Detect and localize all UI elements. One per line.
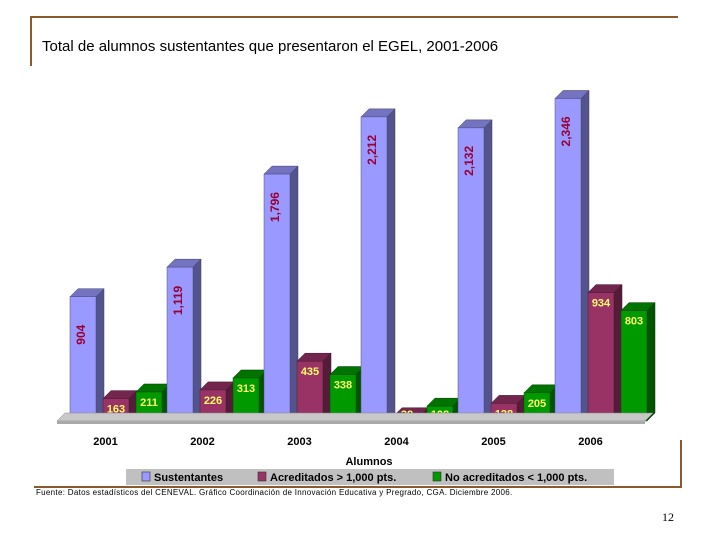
bar-2-1 bbox=[232, 369, 268, 422]
chart-floor-edge bbox=[57, 421, 645, 424]
bar-1-5 bbox=[587, 283, 623, 422]
bar-0-1 bbox=[166, 258, 202, 422]
x-tick-label: 2001 bbox=[93, 436, 117, 448]
data-label-2-1: 313 bbox=[237, 383, 255, 395]
legend-swatch-1 bbox=[257, 471, 267, 482]
data-label-1-1: 226 bbox=[204, 395, 222, 407]
slide-title: Total de alumnos sustentantes que presen… bbox=[42, 38, 499, 55]
frame-bottom-border bbox=[34, 486, 682, 488]
legend-swatch-0 bbox=[141, 471, 151, 482]
frame-right-border bbox=[680, 440, 682, 488]
data-label-0-4: 2,132 bbox=[462, 146, 476, 176]
legend-label-0: Sustentantes bbox=[154, 472, 223, 484]
x-tick-label: 2003 bbox=[287, 436, 311, 448]
data-label-2-2: 338 bbox=[334, 380, 352, 392]
x-tick-label: 2004 bbox=[384, 436, 409, 448]
data-label-0-2: 1,796 bbox=[268, 192, 282, 222]
legend-label-2: No acreditados < 1,000 pts. bbox=[445, 472, 587, 484]
bar-1-2 bbox=[296, 352, 332, 422]
legend-box bbox=[126, 469, 614, 485]
legend-swatch-2 bbox=[432, 471, 442, 482]
data-label-1-0: 163 bbox=[107, 404, 125, 416]
bar-0-0 bbox=[69, 288, 105, 422]
source-note: Fuente: Datos estadísticos del CENEVAL. … bbox=[36, 488, 513, 497]
data-label-0-5: 2,346 bbox=[559, 116, 573, 146]
data-label-1-5: 934 bbox=[592, 298, 611, 310]
chart-floor bbox=[56, 412, 654, 422]
frame-left-border bbox=[30, 16, 32, 66]
data-label-0-0: 904 bbox=[74, 324, 88, 344]
bar-0-2 bbox=[263, 165, 299, 422]
data-label-2-4: 205 bbox=[528, 398, 546, 410]
x-tick-label: 2005 bbox=[481, 436, 505, 448]
x-tick-label: 2002 bbox=[190, 436, 214, 448]
bar-0-4 bbox=[457, 119, 493, 422]
page-number: 12 bbox=[662, 510, 674, 524]
legend-label-1: Acreditados > 1,000 pts. bbox=[270, 472, 396, 484]
data-label-0-3: 2,212 bbox=[365, 135, 379, 165]
data-label-1-2: 435 bbox=[301, 366, 319, 378]
x-axis-title: Alumnos bbox=[345, 456, 392, 468]
bar-0-3 bbox=[360, 108, 396, 422]
data-label-2-0: 211 bbox=[140, 397, 158, 409]
data-label-0-1: 1,119 bbox=[171, 285, 185, 315]
frame-top-border bbox=[30, 16, 678, 18]
bar-0-5 bbox=[554, 89, 590, 422]
data-label-2-5: 803 bbox=[625, 316, 643, 328]
x-tick-label: 2006 bbox=[578, 436, 602, 448]
